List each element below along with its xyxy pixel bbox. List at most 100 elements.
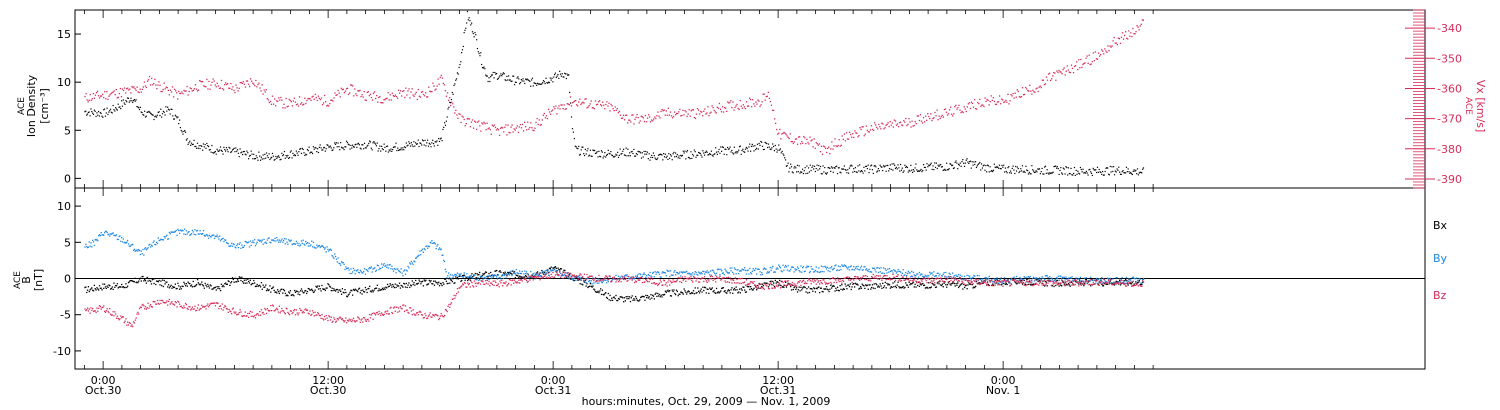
data-point: [782, 132, 784, 134]
data-point: [379, 289, 381, 292]
data-point: [395, 272, 397, 274]
data-point: [184, 131, 187, 133]
data-point: [521, 270, 523, 273]
data-point: [400, 147, 402, 149]
data-point: [583, 280, 586, 282]
data-point: [518, 276, 520, 279]
data-point: [866, 167, 868, 170]
data-point: [567, 103, 570, 105]
data-point: [457, 275, 459, 278]
data-point: [357, 143, 359, 145]
data-point: [242, 246, 244, 248]
data-point: [549, 77, 551, 79]
data-point: [756, 268, 759, 270]
data-point: [693, 149, 695, 151]
data-point: [283, 290, 286, 292]
data-point: [914, 283, 916, 285]
data-point: [1142, 167, 1145, 169]
data-point: [94, 94, 97, 96]
data-point: [585, 285, 587, 287]
data-point: [1112, 170, 1114, 173]
data-point: [951, 282, 954, 284]
data-point: [1084, 279, 1087, 281]
data-point: [922, 117, 925, 119]
data-point: [510, 270, 512, 272]
data-point: [606, 279, 609, 281]
data-point: [1056, 70, 1058, 72]
data-point: [815, 167, 817, 170]
data-point: [241, 82, 243, 85]
data-point: [798, 286, 800, 288]
data-point: [152, 278, 154, 280]
data-point: [478, 271, 481, 274]
data-point: [754, 145, 756, 147]
data-point: [262, 243, 264, 245]
data-point: [809, 270, 811, 273]
data-point: [875, 271, 877, 273]
data-point: [1037, 279, 1039, 281]
data-point: [236, 279, 239, 281]
data-point: [669, 275, 671, 278]
data-point: [977, 101, 979, 104]
data-point: [620, 153, 622, 155]
data-point: [447, 108, 449, 110]
data-point: [273, 159, 275, 161]
data-point: [825, 288, 827, 290]
data-point: [726, 292, 728, 294]
data-point: [838, 269, 840, 271]
data-point: [792, 288, 794, 291]
data-point: [177, 282, 179, 284]
data-point: [421, 248, 424, 250]
data-point: [1107, 283, 1109, 285]
data-point: [555, 269, 557, 272]
data-point: [848, 284, 850, 286]
data-point: [138, 249, 141, 252]
data-point: [110, 111, 112, 113]
data-point: [455, 109, 457, 112]
data-point: [950, 106, 952, 108]
data-point: [1031, 165, 1033, 167]
data-point: [1023, 279, 1025, 282]
data-point: [522, 130, 525, 132]
data-point: [396, 284, 398, 286]
data-point: [232, 148, 234, 150]
data-point: [964, 162, 966, 164]
data-point: [212, 152, 214, 154]
data-point: [577, 275, 580, 278]
data-point: [153, 118, 155, 121]
data-point: [244, 240, 246, 243]
data-point: [236, 244, 238, 247]
data-point: [136, 249, 138, 251]
data-point: [498, 134, 501, 137]
data-point: [965, 159, 967, 161]
data-point: [163, 279, 165, 282]
data-point: [145, 282, 148, 284]
data-point: [686, 291, 689, 293]
data-point: [459, 274, 461, 276]
data-point: [354, 273, 356, 275]
data-point: [994, 279, 996, 281]
data-point: [911, 120, 913, 122]
data-point: [711, 287, 713, 289]
data-point: [278, 97, 280, 99]
data-point: [1021, 165, 1024, 167]
data-point: [200, 144, 202, 147]
data-point: [120, 240, 122, 242]
data-point: [1067, 282, 1070, 285]
data-point: [997, 101, 1000, 103]
data-point: [473, 120, 476, 122]
data-point: [687, 290, 690, 292]
data-point: [124, 103, 126, 105]
data-point: [113, 282, 115, 284]
data-point: [945, 169, 947, 172]
data-point: [141, 276, 143, 278]
data-point: [212, 234, 214, 237]
data-point: [236, 87, 238, 89]
data-point: [789, 133, 791, 135]
data-point: [744, 151, 746, 153]
data-point: [1086, 55, 1088, 57]
data-point: [673, 151, 675, 153]
data-point: [425, 145, 427, 147]
data-point: [1054, 279, 1056, 282]
data-point: [225, 283, 228, 286]
